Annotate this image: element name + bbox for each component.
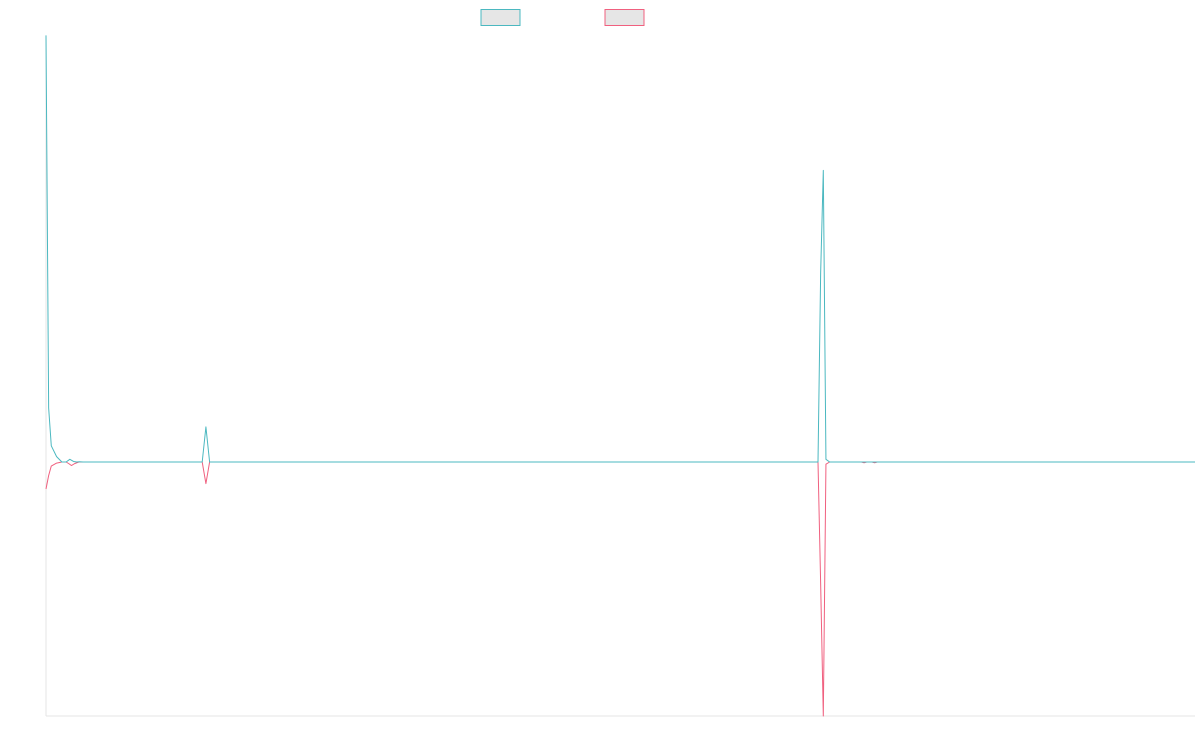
series-layer	[45, 35, 1195, 717]
legend-swatch-1[interactable]	[480, 9, 521, 26]
axes	[45, 36, 1195, 717]
legend-swatch-2[interactable]	[604, 9, 645, 26]
legend	[480, 9, 645, 26]
series-line-2	[45, 461, 1195, 717]
series-line-1	[45, 35, 1195, 463]
